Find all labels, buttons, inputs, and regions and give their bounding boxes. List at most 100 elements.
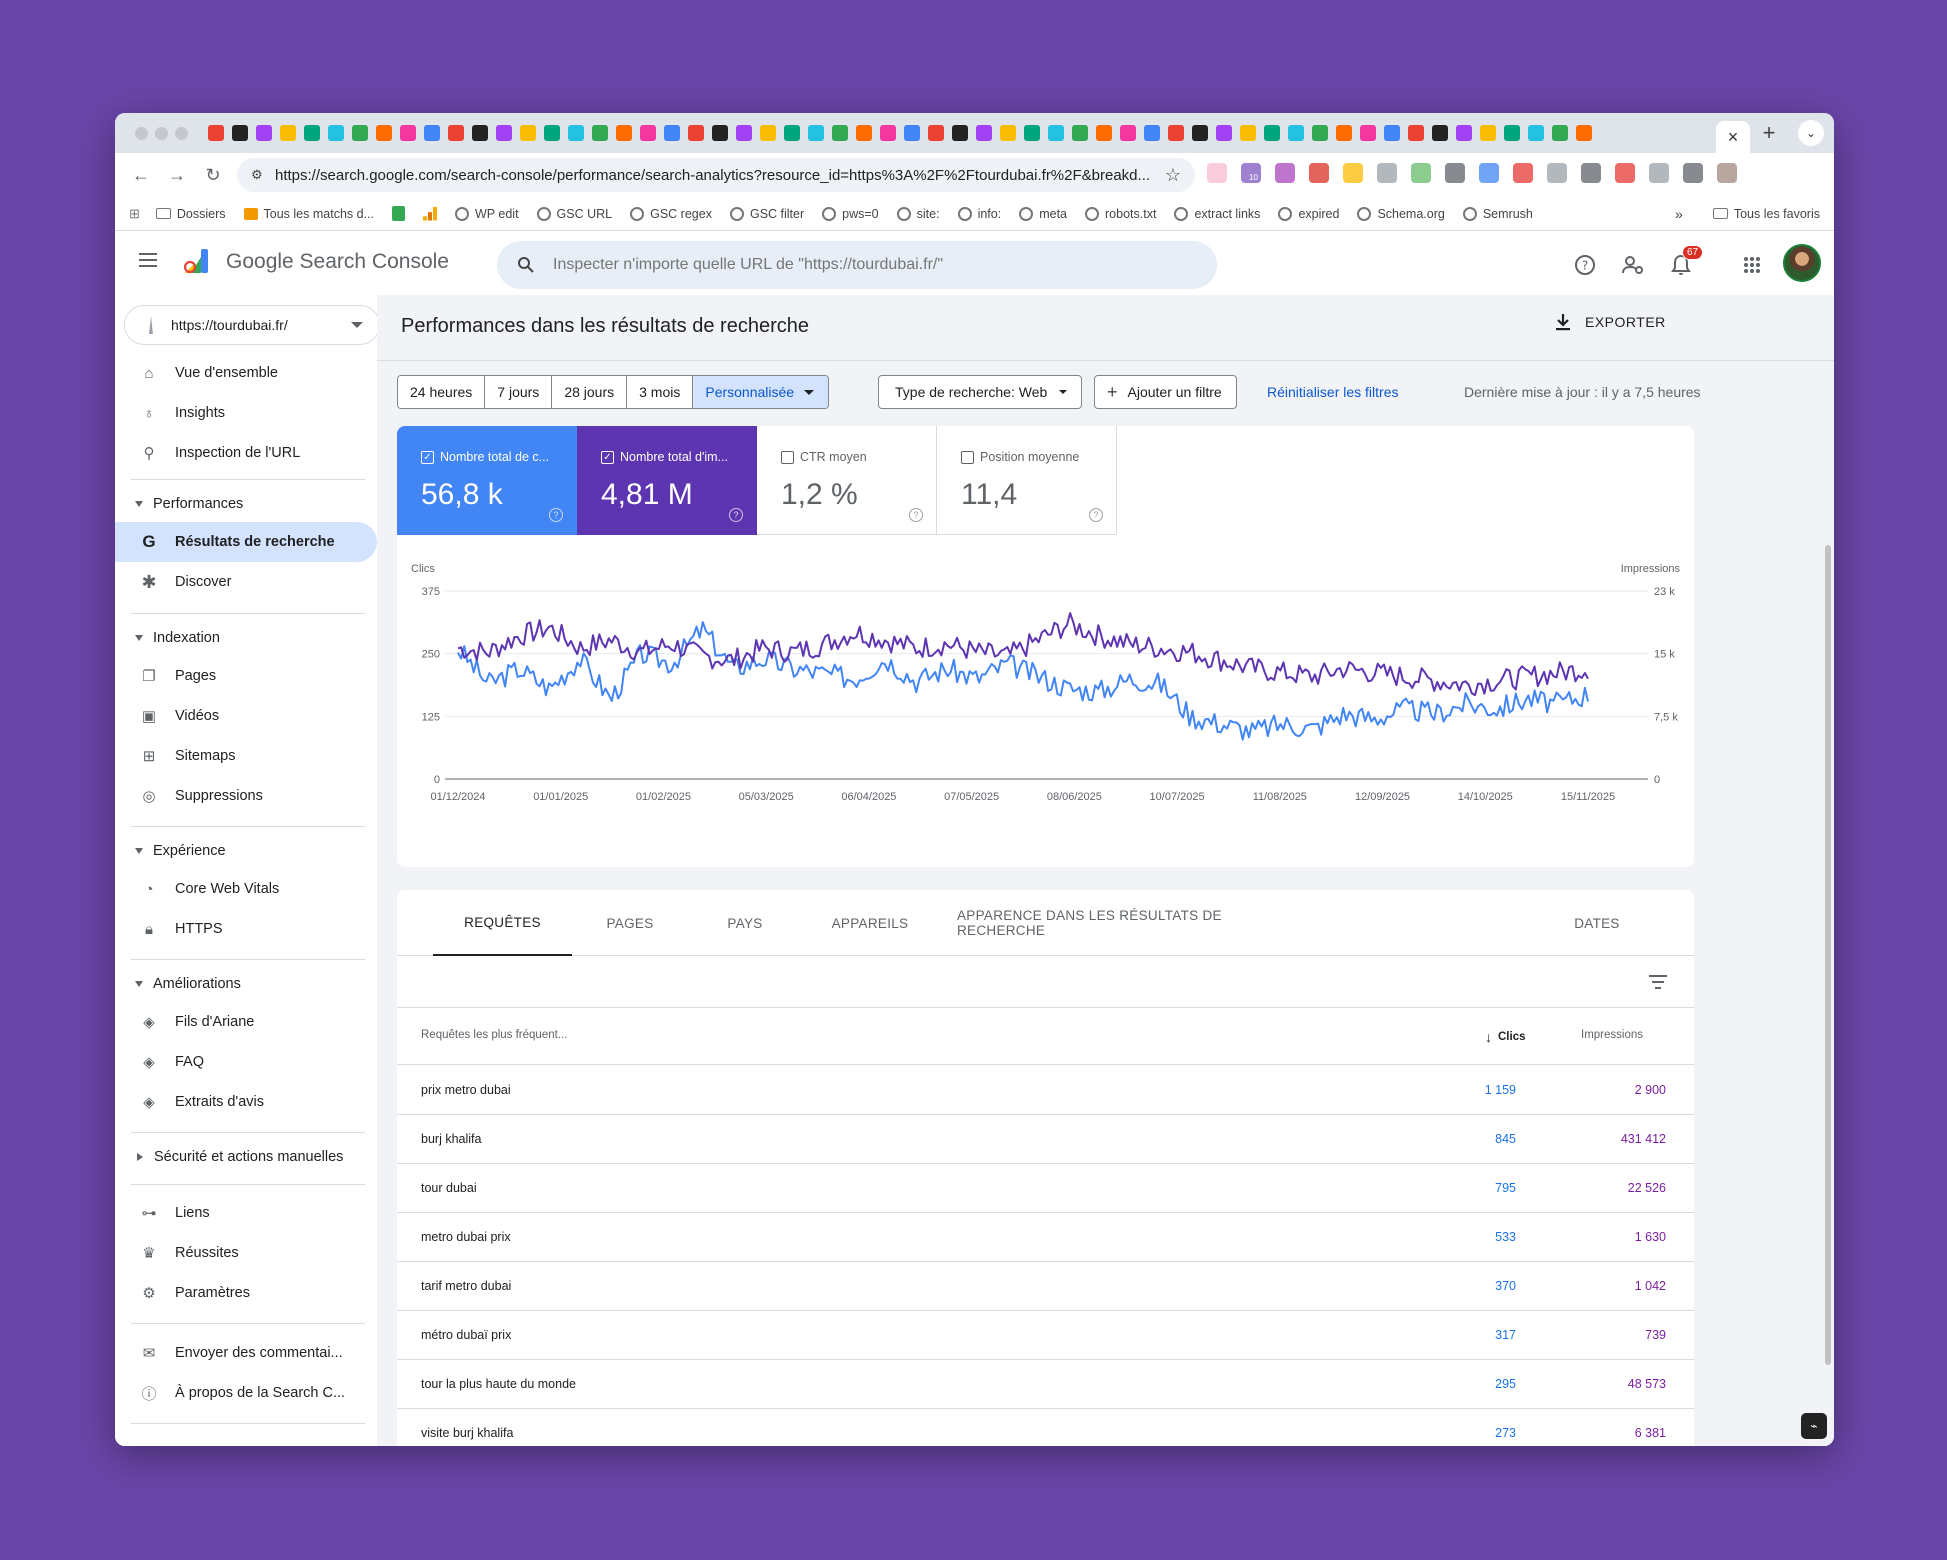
pinned-tab-favicon-icon[interactable] [496,125,512,141]
add-filter-button[interactable]: + Ajouter un filtre [1094,375,1237,409]
tab-devices[interactable]: APPAREILS [831,915,909,931]
forward-icon[interactable]: → [168,164,186,185]
extension-icon[interactable] [1377,163,1397,183]
sidebar-item-overview[interactable]: ⌂ Vue d'ensemble [115,353,377,393]
sidebar-item-feedback[interactable]: ✉ Envoyer des commentai... [115,1333,377,1373]
pinned-tab-favicon-icon[interactable] [1408,125,1424,141]
pinned-tab-favicon-icon[interactable] [664,125,680,141]
pinned-tab-favicon-icon[interactable] [1144,125,1160,141]
pinned-tab-favicon-icon[interactable] [208,125,224,141]
section-security[interactable]: Sécurité et actions manuelles [115,1142,343,1172]
minimize-window-button[interactable] [155,126,168,140]
help-icon[interactable]: ? [1573,253,1597,277]
bookmark-item[interactable]: info: [957,206,1001,221]
url-text[interactable]: https://search.google.com/search-console… [275,166,1151,184]
property-selector[interactable]: https://tourdubai.fr/ [124,305,380,345]
tab-search-button[interactable]: ⌄ [1798,120,1824,146]
pinned-tab-favicon-icon[interactable] [832,125,848,141]
extension-icon[interactable] [1581,163,1601,183]
pinned-tab-favicon-icon[interactable] [736,125,752,141]
pinned-tab-favicon-icon[interactable] [976,125,992,141]
checkbox-unchecked-icon[interactable] [781,451,794,464]
pinned-tab-favicon-icon[interactable] [1504,125,1520,141]
all-bookmarks-button[interactable]: Tous les favoris [1712,207,1820,221]
date-3m-button[interactable]: 3 mois [627,376,694,408]
notifications-icon[interactable]: 67 [1669,245,1704,277]
bookmark-item[interactable]: GSC filter [729,206,804,221]
pinned-tab-favicon-icon[interactable] [712,125,728,141]
sidebar-item-removals[interactable]: ◎ Suppressions [115,776,377,816]
pinned-tab-favicon-icon[interactable] [880,125,896,141]
reset-filters-link[interactable]: Réinitialiser les filtres [1267,384,1399,400]
pinned-tab-favicon-icon[interactable] [1096,125,1112,141]
omnibox[interactable]: ⚙ https://search.google.com/search-conso… [237,158,1195,192]
table-row[interactable]: métro dubaï prix 317 739 [397,1311,1694,1360]
sidebar-item-videos[interactable]: ▣ Vidéos [115,696,377,736]
header-query[interactable]: Requêtes les plus fréquent... [421,1029,568,1041]
pinned-tab-favicon-icon[interactable] [904,125,920,141]
table-row[interactable]: tour dubai 795 22 526 [397,1164,1694,1213]
pinned-tab-favicon-icon[interactable] [808,125,824,141]
bookmark-item[interactable]: Tous les matchs d... [243,207,374,221]
bookmark-item[interactable]: GSC URL [536,206,612,221]
bookmark-item[interactable]: Semrush [1462,206,1533,221]
url-inspection-search[interactable] [497,241,1217,289]
pinned-tab-favicon-icon[interactable] [1384,125,1400,141]
date-28d-button[interactable]: 28 jours [552,376,628,408]
date-7d-button[interactable]: 7 jours [485,376,553,408]
pinned-tab-favicon-icon[interactable] [1456,125,1472,141]
account-avatar[interactable] [1783,244,1821,282]
search-type-filter[interactable]: Type de recherche: Web [878,375,1083,409]
pinned-tab-favicon-icon[interactable] [472,125,488,141]
pinned-tab-favicon-icon[interactable] [520,125,536,141]
apps-grid-icon[interactable] [1740,253,1764,277]
extension-icon[interactable] [1615,163,1635,183]
header-clicks[interactable]: ↓ Clics [1485,1029,1526,1045]
sidebar-item-links[interactable]: ⊶ Liens [115,1193,377,1233]
section-indexation[interactable]: Indexation [115,623,220,653]
close-window-button[interactable] [135,126,148,140]
sidebar-item-settings[interactable]: ⚙ Paramètres [115,1273,377,1313]
extension-icon[interactable] [1513,163,1533,183]
table-row[interactable]: burj khalifa 845 431 412 [397,1115,1694,1164]
sidebar-item-breadcrumbs[interactable]: ◈ Fils d'Ariane [115,1002,377,1042]
pinned-tab-favicon-icon[interactable] [1264,125,1280,141]
extension-icon[interactable] [1343,163,1363,183]
back-icon[interactable]: ← [132,164,150,185]
date-24h-button[interactable]: 24 heures [398,376,486,408]
table-row[interactable]: visite burj khalifa 273 6 381 [397,1409,1694,1446]
sidebar-item-review-snippets[interactable]: ◈ Extraits d'avis [115,1082,377,1122]
pinned-tab-favicon-icon[interactable] [1120,125,1136,141]
extension-icon[interactable] [1275,163,1295,183]
pinned-tab-favicon-icon[interactable] [568,125,584,141]
sidebar-item-sitemaps[interactable]: ⊞ Sitemaps [115,736,377,776]
pinned-tab-favicon-icon[interactable] [1072,125,1088,141]
pinned-tab-favicon-icon[interactable] [280,125,296,141]
pinned-tab-favicon-icon[interactable] [352,125,368,141]
extension-floating-icon[interactable]: ⌁ [1801,1413,1827,1439]
new-tab-button[interactable]: + [1762,120,1776,145]
pinned-tab-favicon-icon[interactable] [1048,125,1064,141]
section-performances[interactable]: Performances [115,489,243,519]
bookmark-item[interactable]: extract links [1174,206,1260,221]
pinned-tab-favicon-icon[interactable] [1024,125,1040,141]
bookmarks-overflow-icon[interactable]: » [1675,205,1683,222]
search-input[interactable] [553,256,1153,274]
pinned-tab-favicon-icon[interactable] [544,125,560,141]
bookmark-item[interactable]: robots.txt [1085,206,1156,221]
sidebar-item-insights[interactable]: ♁ Insights [115,393,377,433]
pinned-tab-favicon-icon[interactable] [376,125,392,141]
sidebar-item-pages[interactable]: ❐ Pages [115,656,377,696]
extension-icon[interactable] [1309,163,1329,183]
pinned-tab-favicon-icon[interactable] [1576,125,1592,141]
bookmark-item[interactable] [392,206,405,221]
pinned-tab-favicon-icon[interactable] [928,125,944,141]
pinned-tab-favicon-icon[interactable] [328,125,344,141]
bookmark-item[interactable]: Schema.org [1357,206,1445,221]
pinned-tab-favicon-icon[interactable] [1192,125,1208,141]
sidebar-item-faq[interactable]: ◈ FAQ [115,1042,377,1082]
pinned-tab-favicon-icon[interactable] [1360,125,1376,141]
extension-icon[interactable] [1445,163,1465,183]
pinned-tab-favicon-icon[interactable] [424,125,440,141]
help-icon[interactable]: ? [909,508,923,522]
